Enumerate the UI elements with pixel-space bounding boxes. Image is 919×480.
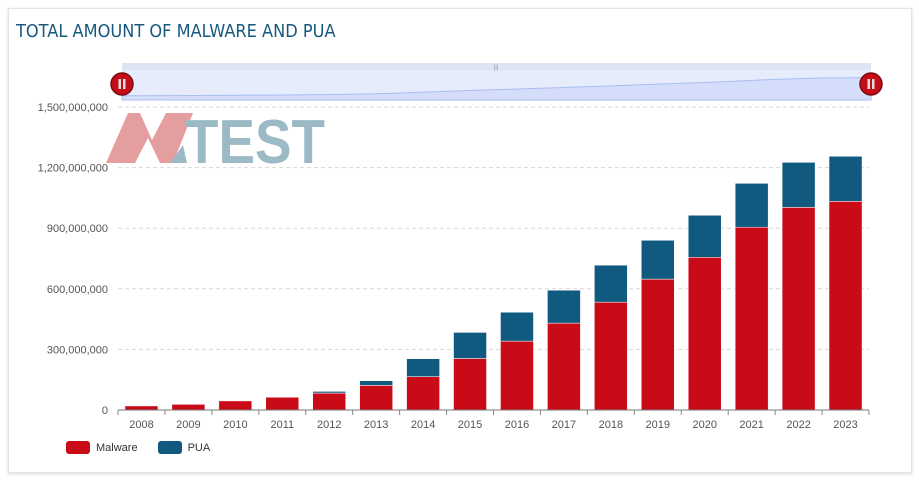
- legend-label: Malware: [96, 441, 138, 454]
- bar-malware[interactable]: [124, 405, 159, 411]
- pause-icon: [118, 79, 121, 89]
- bar-pua[interactable]: [312, 391, 346, 394]
- bar-malware[interactable]: [828, 201, 863, 411]
- bar-pua[interactable]: [594, 264, 628, 303]
- x-tick-label: 2013: [364, 419, 388, 431]
- y-tick-label: 1,500,000,000: [38, 102, 108, 114]
- pause-icon: [867, 79, 870, 89]
- bar-pua[interactable]: [828, 156, 863, 202]
- y-tick-label: 900,000,000: [47, 223, 108, 235]
- bar-pua[interactable]: [500, 311, 534, 342]
- legend-swatch-malware: [66, 441, 90, 454]
- chart-title: TOTAL AMOUNT OF MALWARE AND PUA: [16, 21, 336, 42]
- pause-icon: [872, 79, 875, 89]
- bar-pua[interactable]: [547, 289, 581, 324]
- x-tick-label: 2010: [223, 419, 247, 431]
- legend-item-malware[interactable]: Malware: [66, 441, 138, 454]
- bar-malware[interactable]: [359, 385, 393, 411]
- bar-pua[interactable]: [453, 332, 487, 359]
- x-tick-label: 2014: [411, 419, 435, 431]
- bar-pua[interactable]: [359, 380, 393, 386]
- bar-malware[interactable]: [171, 404, 206, 411]
- bar-malware[interactable]: [500, 340, 534, 411]
- x-tick-label: 2016: [505, 419, 529, 431]
- bar-malware[interactable]: [687, 257, 722, 411]
- y-tick-label: 1,200,000,000: [38, 163, 108, 175]
- bar-malware[interactable]: [594, 301, 628, 411]
- legend-label: PUA: [187, 441, 211, 454]
- bar-malware[interactable]: [781, 207, 816, 411]
- x-tick-label: 2020: [692, 419, 716, 431]
- y-tick-label: 0: [102, 405, 108, 417]
- bar-pua[interactable]: [734, 183, 769, 228]
- navigator-grip-icon[interactable]: |||: [494, 65, 499, 71]
- legend: Malware PUA: [66, 441, 210, 454]
- x-tick-label: 2017: [552, 419, 576, 431]
- x-tick-label: 2019: [646, 419, 670, 431]
- bar-malware[interactable]: [641, 278, 675, 411]
- bar-pua[interactable]: [687, 215, 722, 258]
- x-tick-label: 2018: [599, 419, 623, 431]
- bar-malware[interactable]: [406, 376, 440, 411]
- y-tick-label: 600,000,000: [47, 284, 108, 296]
- bar-malware[interactable]: [312, 392, 346, 411]
- bar-pua[interactable]: [406, 358, 440, 377]
- x-tick-label: 2021: [739, 419, 763, 431]
- navigator-scrollbar[interactable]: [122, 63, 871, 70]
- bar-malware[interactable]: [547, 322, 581, 411]
- bar-pua[interactable]: [641, 240, 675, 280]
- x-tick-label: 2015: [458, 419, 482, 431]
- av-test-logo: TEST: [106, 108, 325, 177]
- pause-icon: [123, 79, 126, 89]
- y-tick-label: 300,000,000: [47, 344, 108, 356]
- legend-swatch-pua: [157, 441, 182, 454]
- legend-item-pua[interactable]: PUA: [157, 441, 211, 454]
- x-tick-label: 2008: [129, 419, 153, 431]
- svg-text:TEST: TEST: [185, 108, 325, 177]
- bar-malware[interactable]: [265, 397, 300, 411]
- x-tick-label: 2022: [786, 419, 810, 431]
- navigator-left-handle[interactable]: [110, 72, 134, 96]
- x-tick-label: 2023: [833, 419, 857, 431]
- bar-malware[interactable]: [218, 400, 253, 411]
- x-tick-label: 2009: [176, 419, 200, 431]
- bar-pua[interactable]: [781, 162, 816, 208]
- x-tick-label: 2011: [270, 419, 294, 431]
- bar-malware[interactable]: [453, 358, 487, 411]
- bar-malware[interactable]: [734, 226, 769, 411]
- x-tick-label: 2012: [317, 419, 341, 431]
- navigator-right-handle[interactable]: [859, 72, 883, 96]
